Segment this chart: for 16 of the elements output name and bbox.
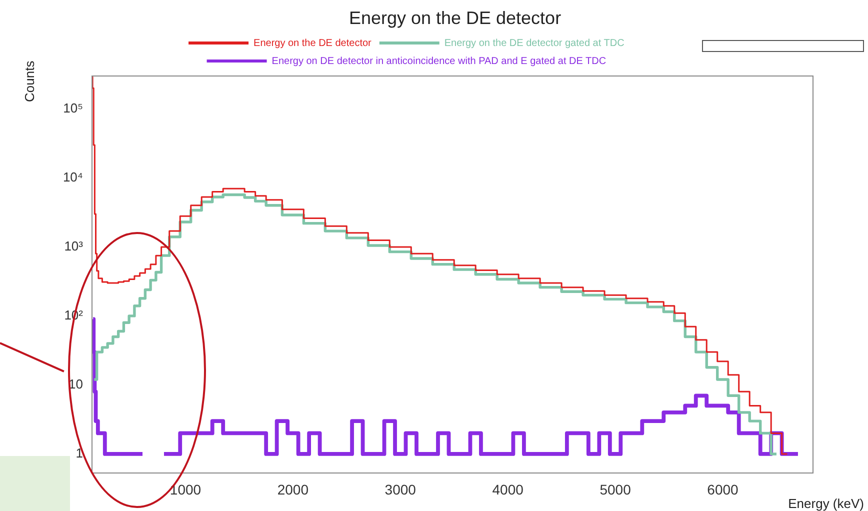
text: Energy on the DE detector <box>254 38 372 49</box>
text: Energy on DE detector in anticoincidence with PAD and E gated at DE TDC <box>272 56 606 67</box>
y-axis-title: Counts <box>22 60 37 102</box>
x-tick-label: 4000 <box>492 481 524 498</box>
chart-title: Energy on the DE detector <box>348 8 562 29</box>
x-tick-label: 5000 <box>600 481 632 498</box>
x-tick-label: 1000 <box>170 481 202 498</box>
x-tick-label: 3000 <box>384 481 416 498</box>
x-tick-label: 2000 <box>277 481 309 498</box>
text: Energy on the DE detector gated at TDC <box>444 38 624 49</box>
y-tick-label: 10³ <box>64 238 84 254</box>
y-tick-label: 1 <box>76 446 83 461</box>
y-tick-label: 10⁴ <box>62 170 83 185</box>
x-axis-title: Energy (keV) <box>788 496 864 511</box>
x-tick-label: 6000 <box>707 481 739 498</box>
y-tick-label: 10⁵ <box>63 100 83 116</box>
